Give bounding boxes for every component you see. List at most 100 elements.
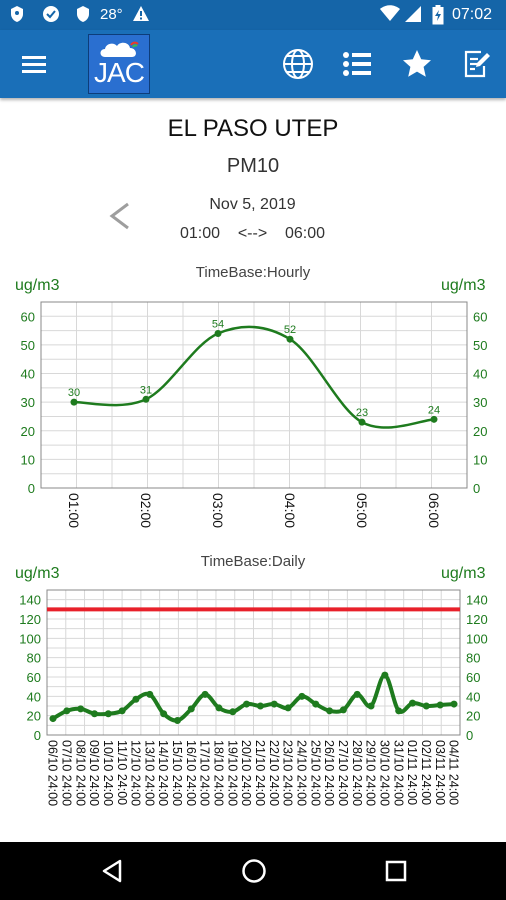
daily-chart: 0 0 20 20 40 40 60 60 80 80 100 100 120 120 140 140 06/1…	[19, 589, 488, 806]
data-point	[160, 710, 168, 718]
data-label: 24	[428, 404, 440, 416]
y-tick-right: 120	[466, 612, 488, 627]
battery-icon	[432, 5, 444, 31]
x-tick-label: 13/10 24:00	[142, 740, 156, 806]
menu-button[interactable]	[14, 44, 54, 84]
y-tick-left: 140	[19, 593, 41, 608]
data-point	[436, 701, 444, 709]
data-label: 23	[356, 407, 368, 419]
x-tick-label: 24/10 24:00	[295, 740, 309, 806]
data-point	[367, 702, 375, 710]
data-point	[229, 708, 237, 716]
globe-button[interactable]	[278, 44, 318, 84]
warning-icon	[132, 5, 150, 29]
back-button[interactable]	[92, 851, 132, 891]
date-label: Nov 5, 2019	[209, 196, 296, 213]
data-point	[49, 715, 57, 723]
data-point	[395, 707, 403, 715]
hourly-chart-title: TimeBase:Hourly	[195, 264, 311, 281]
recents-button[interactable]	[376, 851, 416, 891]
clock-text: 07:02	[452, 6, 493, 23]
x-tick-label: 30/10 24:00	[377, 740, 391, 806]
y-tick-right: 10	[473, 452, 487, 467]
x-tick-label: 28/10 24:00	[350, 740, 364, 806]
x-tick-label: 22/10 24:00	[267, 740, 281, 806]
wifi-icon	[380, 5, 400, 29]
y-tick-left: 50	[21, 338, 35, 353]
hourly-chart: 0 0 10 10 20 20 30 30 40 40 50 50 60 60 30 31 54 52 23 24 01…	[21, 301, 487, 528]
x-tick-label: 01:00	[66, 493, 82, 528]
recents-icon	[385, 860, 407, 882]
menu-icon	[22, 56, 46, 73]
x-tick-label: 03/11 24:00	[433, 740, 447, 805]
y-tick-left: 120	[19, 612, 41, 627]
station-title: EL PASO UTEP	[167, 115, 339, 142]
x-tick-label: 04:00	[282, 493, 298, 528]
plot-frame	[46, 589, 461, 736]
x-tick-label: 16/10 24:00	[184, 740, 198, 806]
x-tick-label: 18/10 24:00	[212, 740, 226, 806]
data-point	[90, 710, 98, 718]
time-end: 06:00	[284, 225, 325, 242]
home-icon	[242, 859, 266, 883]
x-tick-label: 29/10 24:00	[364, 740, 378, 806]
navigation-bar	[0, 842, 506, 900]
x-tick-label: 26/10 24:00	[322, 740, 336, 806]
logo-text: JAC	[94, 57, 145, 88]
data-point	[286, 335, 294, 343]
daily-unit-left: ug/m3	[15, 565, 60, 582]
data-point	[243, 700, 251, 708]
y-tick-left: 60	[21, 309, 35, 324]
status-bar: 28° 07:02	[0, 0, 506, 30]
data-point	[142, 395, 150, 403]
data-point	[312, 700, 320, 708]
x-tick-label: 04/11 24:00	[447, 740, 461, 805]
x-tick-label: 06/10 24:00	[46, 740, 60, 806]
data-point	[284, 704, 292, 712]
favorite-button[interactable]	[397, 44, 437, 84]
shield-icon	[10, 5, 24, 29]
app-logo: JAC	[88, 34, 150, 94]
x-tick-label: 07/10 24:00	[59, 740, 73, 806]
y-tick-right: 20	[466, 709, 480, 724]
edit-note-button[interactable]	[456, 44, 496, 84]
x-tick-label: 19/10 24:00	[225, 740, 239, 806]
y-tick-left: 0	[28, 481, 35, 496]
x-tick-label: 10/10 24:00	[101, 740, 115, 806]
data-point	[63, 707, 71, 715]
edit-note-icon	[464, 50, 490, 78]
y-tick-left: 40	[21, 367, 35, 382]
x-tick-label: 03:00	[210, 493, 226, 528]
data-point	[270, 700, 278, 708]
x-tick-label: 31/10 24:00	[391, 740, 405, 806]
home-button[interactable]	[234, 851, 274, 891]
x-tick-label: 05:00	[354, 493, 370, 528]
x-tick-label: 23/10 24:00	[281, 740, 295, 806]
x-tick-label: 20/10 24:00	[239, 740, 253, 806]
data-point	[201, 690, 209, 698]
thumb-icon	[42, 5, 60, 29]
previous-button[interactable]	[104, 196, 134, 236]
x-tick-label: 21/10 24:00	[253, 740, 267, 806]
plot-frame	[40, 301, 468, 489]
back-icon	[102, 859, 122, 883]
x-tick-label: 14/10 24:00	[156, 740, 170, 806]
y-tick-right: 0	[466, 728, 473, 743]
data-point	[256, 702, 264, 710]
data-point	[422, 702, 430, 710]
x-tick-label: 17/10 24:00	[198, 740, 212, 806]
y-tick-left: 40	[27, 689, 41, 704]
y-tick-right: 60	[466, 670, 480, 685]
data-label: 31	[140, 384, 152, 396]
y-tick-right: 60	[473, 309, 487, 324]
list-button[interactable]	[337, 44, 377, 84]
data-point	[187, 705, 195, 713]
data-point	[298, 692, 306, 700]
data-point	[430, 415, 438, 423]
x-tick-label: 02/11 24:00	[419, 740, 433, 805]
list-icon	[343, 52, 371, 76]
daily-chart-title: TimeBase:Daily	[200, 553, 306, 570]
y-tick-right: 30	[473, 395, 487, 410]
y-tick-right: 140	[466, 593, 488, 608]
time-arrow: <-->	[237, 225, 268, 242]
